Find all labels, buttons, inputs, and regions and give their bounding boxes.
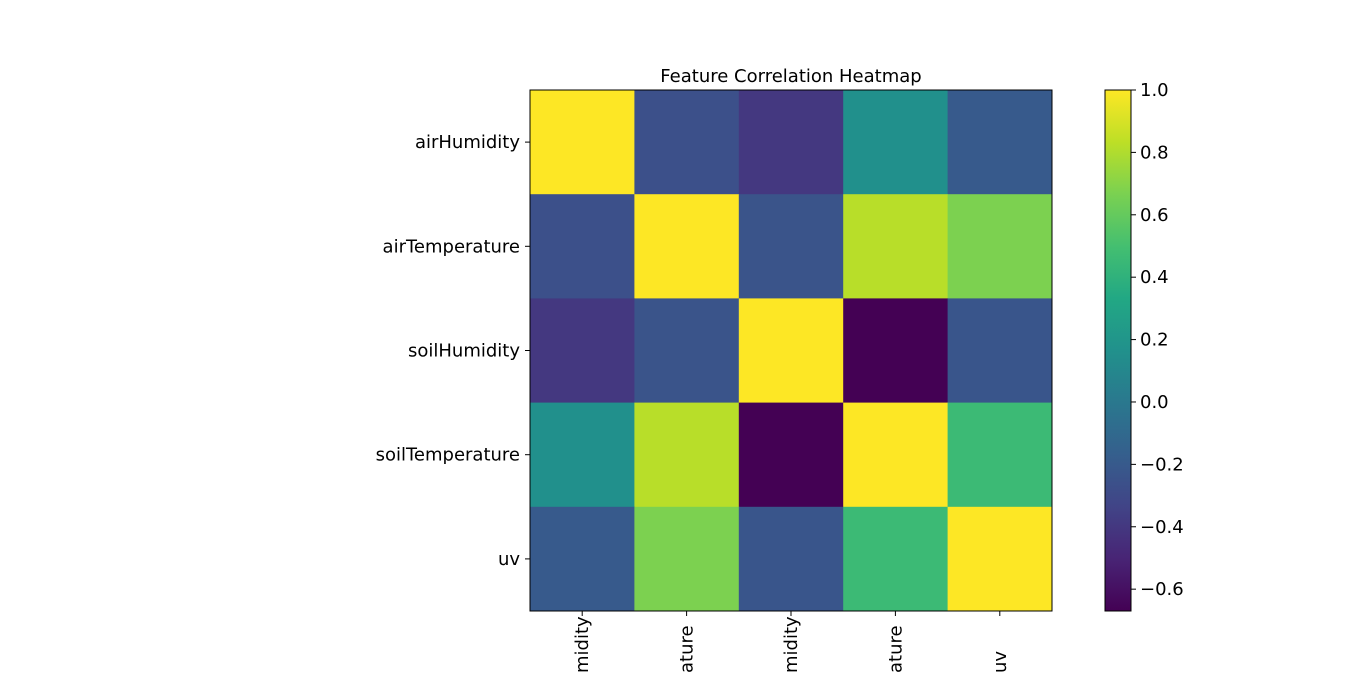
heatmap-cell	[634, 506, 740, 612]
heatmap-cell	[843, 194, 949, 299]
heatmap-cell	[530, 402, 635, 508]
heatmap-cell	[530, 298, 635, 404]
y-tick-label: soilTemperature	[376, 445, 520, 466]
heatmap-cell	[530, 90, 635, 195]
heatmap-cells	[530, 90, 1053, 612]
heatmap-cell	[530, 506, 635, 612]
heatmap-cell	[947, 298, 1053, 404]
x-tick-label: ature	[677, 625, 698, 673]
heatmap-cell	[530, 194, 635, 299]
x-tick-label: midity	[781, 616, 802, 673]
y-tick-label: soilHumidity	[408, 341, 520, 362]
x-tick-label: ature	[885, 625, 906, 673]
y-tick-label: airTemperature	[383, 236, 520, 257]
col-labels: midity ature midity ature uv	[572, 611, 1011, 673]
colorbar-tick-label: −0.6	[1140, 579, 1184, 600]
colorbar	[1104, 89, 1132, 612]
colorbar-tick-label: 0.8	[1140, 142, 1169, 163]
y-tick-label: airHumidity	[415, 132, 520, 153]
heatmap-cell	[634, 298, 740, 404]
colorbar-tick-label: 0.2	[1140, 330, 1169, 351]
heatmap-cell	[947, 506, 1053, 612]
heatmap-cell	[947, 402, 1053, 508]
heatmap-cell	[738, 402, 844, 508]
colorbar-tick-label: 0.6	[1140, 205, 1169, 226]
heatmap-cell	[947, 194, 1053, 299]
heatmap-cell	[634, 194, 740, 299]
colorbar-tick-label: 0.4	[1140, 267, 1169, 288]
heatmap-cell	[843, 402, 949, 508]
heatmap-cell	[634, 402, 740, 508]
x-tick-label: midity	[572, 616, 593, 673]
chart-title: Feature Correlation Heatmap	[660, 66, 921, 87]
colorbar-tick-label: 1.0	[1140, 80, 1169, 101]
heatmap-cell	[947, 90, 1053, 195]
heatmap-cell	[738, 194, 844, 299]
x-tick-label: uv	[990, 651, 1011, 673]
heatmap-cell	[843, 90, 949, 195]
colorbar-tick-label: −0.2	[1140, 454, 1184, 475]
heatmap-cell	[738, 506, 844, 612]
heatmap-cell	[634, 90, 740, 195]
heatmap-cell	[738, 90, 844, 195]
colorbar-tick-label: 0.0	[1140, 392, 1169, 413]
colorbar-ticks: 1.0 0.8 0.6 0.4 0.2 0.0 −0.2 −0.4 −0.6	[1131, 80, 1184, 600]
y-tick-label: uv	[498, 549, 520, 570]
heatmap-cell	[843, 298, 949, 404]
heatmap-cell	[843, 506, 949, 612]
row-labels: airHumidity airTemperature soilHumidity soi…	[376, 132, 530, 570]
colorbar-tick-label: −0.4	[1140, 517, 1184, 538]
heatmap-cell	[738, 298, 844, 404]
